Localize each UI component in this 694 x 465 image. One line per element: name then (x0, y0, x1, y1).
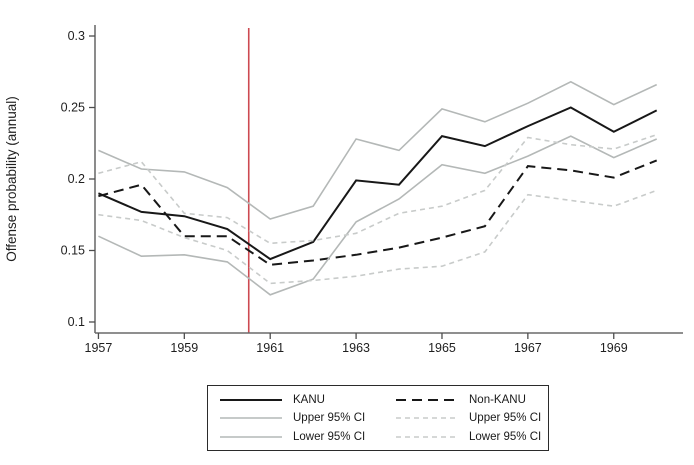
legend-label: Upper 95% CI (293, 412, 366, 424)
series-line-KANU-lower-95-ci (98, 135, 658, 296)
x-tick-label: 1965 (428, 341, 456, 355)
series-line-Non-KANU-lower-95-ci (98, 189, 657, 285)
legend-item-Non-KANU-lower-95-ci: Lower 95% CI (396, 430, 548, 444)
legend-line-sample (396, 417, 458, 419)
y-tick-label: 0.25 (61, 101, 85, 115)
legend-label: Lower 95% CI (469, 430, 542, 443)
legend-item-kanu: KANU (220, 393, 396, 407)
legend-label: Lower 95% CI (293, 430, 366, 443)
x-tick-label: 1967 (514, 341, 542, 355)
legend-item-Non-KANU-upper-95-ci: Upper 95% CI (396, 411, 548, 425)
y-tick-label: 0.1 (68, 315, 85, 329)
legend-line-sample (396, 435, 458, 438)
y-tick-label: 0.3 (68, 29, 85, 43)
legend-line-sample (220, 417, 282, 419)
y-tick-label: 0.2 (68, 172, 85, 186)
y-tick-label: 0.15 (61, 244, 85, 258)
legend-label: Non-KANU (469, 393, 526, 406)
x-tick-label: 1959 (170, 341, 198, 355)
x-tick-label: 1957 (85, 341, 113, 355)
legend-label: KANU (293, 393, 325, 406)
x-tick-label: 1969 (600, 341, 628, 355)
legend-item-non-kanu: Non-KANU (396, 393, 548, 407)
y-axis-title: Offense probability (annual) (4, 96, 19, 262)
series-line-Non-KANU-upper-95-ci (98, 133, 657, 245)
series-line-KANU-upper-95-ci (98, 80, 658, 220)
legend-item-KANU-upper-95-ci: Upper 95% CI (220, 411, 396, 425)
series-line-kanu (98, 106, 658, 261)
x-tick-label: 1963 (342, 341, 370, 355)
chart-legend: KANU Non-KANU Upper 95% CI Upper 95% CI Lowe… (207, 385, 549, 451)
legend-line-sample (220, 398, 282, 401)
legend-line-sample (396, 398, 458, 401)
legend-line-sample (220, 435, 282, 438)
series-line-non-kanu (98, 159, 658, 266)
x-tick-label: 1961 (256, 341, 284, 355)
legend-label: Upper 95% CI (469, 412, 542, 424)
legend-item-KANU-lower-95-ci: Lower 95% CI (220, 430, 396, 444)
